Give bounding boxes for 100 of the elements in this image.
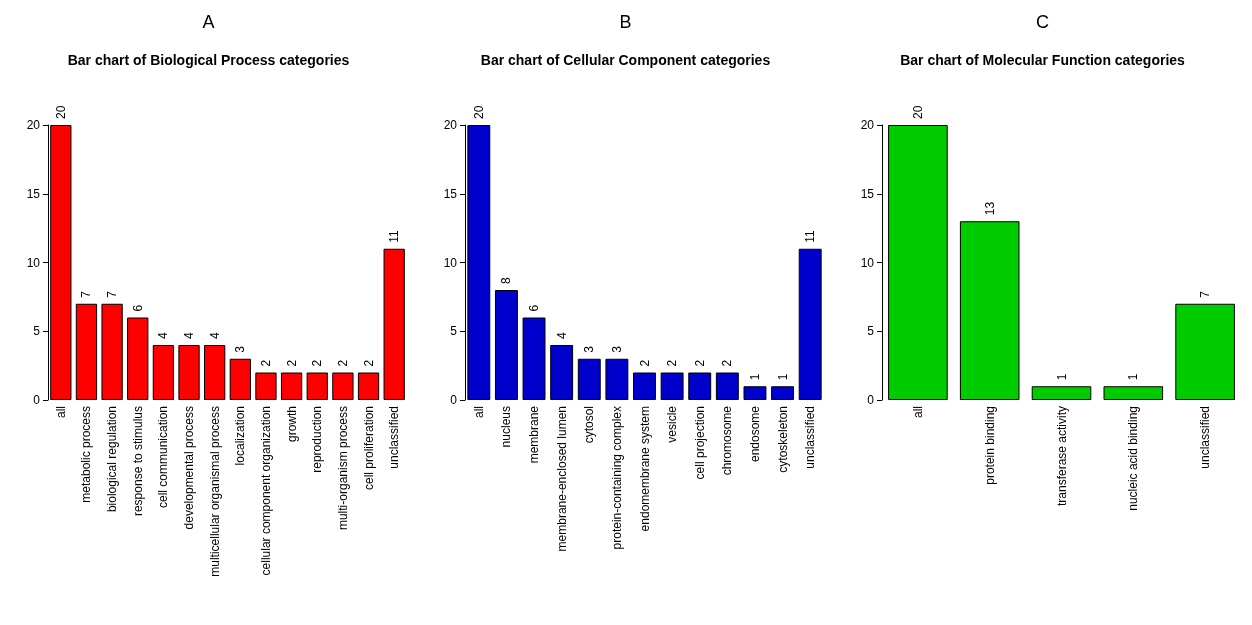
y-tick-label: 10 <box>443 255 458 270</box>
x-tick-label: cytosol <box>582 406 597 444</box>
bar <box>959 221 1020 400</box>
bar <box>280 372 303 400</box>
data-label: 7 <box>105 290 120 298</box>
y-tick-label: 0 <box>450 393 458 407</box>
bar <box>688 372 712 400</box>
x-tick-label: endomembrane system <box>637 406 652 532</box>
bar <box>255 372 277 400</box>
x-tick-label: unclassified <box>1198 406 1213 469</box>
data-label: 2 <box>361 359 376 367</box>
x-tick-label: membrane-enclosed lumen <box>554 406 569 552</box>
bar <box>660 372 684 400</box>
chart-title: A <box>202 12 215 32</box>
x-tick-label: nucleic acid binding <box>1126 406 1141 511</box>
bar <box>605 358 629 400</box>
data-label: 6 <box>130 304 145 312</box>
data-label: 7 <box>1198 290 1213 298</box>
bar <box>1103 386 1164 400</box>
bar <box>888 125 948 400</box>
data-label: 3 <box>609 345 624 353</box>
x-tick-label: multicellular organismal process <box>207 406 222 577</box>
bar <box>152 345 175 400</box>
data-label: 1 <box>1126 373 1141 381</box>
bar <box>522 317 546 400</box>
data-label: 13 <box>982 201 997 216</box>
bar <box>715 372 739 400</box>
chart-title: B <box>619 12 632 32</box>
y-tick-label: 15 <box>860 186 875 201</box>
data-label: 1 <box>775 373 790 381</box>
data-label: 3 <box>582 345 597 353</box>
bar <box>357 372 380 400</box>
x-tick-label: endosome <box>747 405 762 463</box>
data-label: 3 <box>233 345 248 353</box>
x-tick-label: all <box>910 406 925 419</box>
x-tick-label: multi-organism process <box>335 406 350 531</box>
data-label: 8 <box>499 277 514 284</box>
x-tick-label: developmental process <box>182 406 197 530</box>
x-tick-label: protein-containing complex <box>609 406 624 550</box>
data-label: 20 <box>53 105 68 119</box>
bar <box>178 345 200 400</box>
bar <box>771 386 795 400</box>
x-tick-label: transferase activity <box>1054 406 1069 507</box>
bar <box>494 290 518 400</box>
data-label: 20 <box>910 105 925 119</box>
bar <box>127 317 149 400</box>
chart-subtitle: Bar chart of Cellular Component categories <box>480 52 771 68</box>
y-tick-label: 15 <box>443 186 458 201</box>
data-label: 4 <box>156 332 171 339</box>
x-tick-label: protein binding <box>982 406 997 485</box>
bar <box>633 372 656 400</box>
x-tick-label: cell projection <box>692 406 707 480</box>
data-label: 1 <box>1054 373 1069 381</box>
bar <box>798 248 822 400</box>
data-label: 11 <box>387 229 402 243</box>
x-tick-label: reproduction <box>310 406 325 473</box>
y-tick-label: 15 <box>26 186 41 201</box>
data-label: 11 <box>803 229 818 243</box>
data-label: 4 <box>554 332 569 339</box>
x-tick-label: membrane <box>527 405 542 464</box>
bar <box>101 303 123 400</box>
y-tick-label: 0 <box>33 393 41 407</box>
data-label: 2 <box>310 359 325 367</box>
x-tick-label: localization <box>233 406 248 466</box>
x-tick-label: growth <box>284 406 299 443</box>
bar <box>204 345 226 400</box>
bar <box>1175 303 1235 400</box>
x-tick-label: cell proliferation <box>361 406 376 491</box>
bar <box>332 372 354 400</box>
x-tick-label: biological regulation <box>105 406 120 513</box>
x-tick-label: vesicle <box>665 405 680 443</box>
x-tick-label: unclassified <box>803 406 818 469</box>
y-tick-label: 20 <box>860 118 875 132</box>
bar <box>577 358 601 400</box>
bar <box>383 248 405 400</box>
data-label: 2 <box>284 359 299 367</box>
bar <box>306 372 328 400</box>
chart-subtitle: Bar chart of Biological Process categories <box>67 52 350 68</box>
y-tick-label: 10 <box>26 255 41 270</box>
y-tick-label: 5 <box>33 324 41 339</box>
x-tick-label: cytoskeleton <box>775 406 790 473</box>
y-tick-label: 20 <box>443 118 458 132</box>
data-label: 4 <box>182 332 197 339</box>
data-label: 1 <box>747 373 762 381</box>
bar <box>1031 386 1092 400</box>
y-tick-label: 10 <box>860 255 875 270</box>
data-label: 2 <box>720 359 735 367</box>
y-tick-label: 5 <box>867 324 875 339</box>
data-label: 2 <box>665 359 680 367</box>
data-label: 2 <box>335 359 350 367</box>
x-tick-label: response to stimulus <box>130 406 145 517</box>
data-label: 20 <box>471 105 486 119</box>
x-tick-label: unclassified <box>387 406 402 469</box>
data-label: 2 <box>258 359 273 367</box>
data-label: 7 <box>79 290 94 298</box>
data-label: 4 <box>207 332 222 339</box>
bar <box>550 345 574 400</box>
y-tick-label: 0 <box>867 393 875 407</box>
x-tick-label: all <box>471 406 486 419</box>
data-label: 2 <box>692 359 707 367</box>
